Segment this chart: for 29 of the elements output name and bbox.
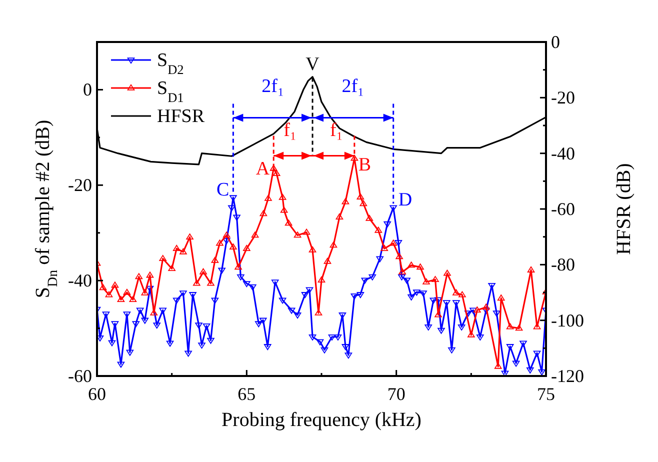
y-tick-label: -20 (68, 175, 92, 196)
annotation: f₁ (330, 120, 343, 141)
x-tick-label: 60 (88, 384, 106, 404)
y-tick-label: 0 (83, 80, 92, 100)
annotation: f₁ (284, 120, 297, 141)
annotation: V (306, 54, 320, 75)
y-tick-label: -40 (68, 270, 92, 291)
annotation: 2f₁ (342, 76, 364, 97)
y2-tick-label: -40 (551, 143, 575, 164)
annotation: D (398, 190, 412, 211)
annotation: C (216, 180, 230, 201)
x-tick-label: 70 (387, 384, 406, 404)
x-tick-label: 65 (238, 384, 256, 404)
x-tick-label: 75 (537, 384, 555, 404)
y2-tick-label: -20 (551, 88, 575, 108)
y2-axis-title: HFSR (dB) (613, 163, 635, 255)
annotation: B (358, 154, 372, 176)
y2-tick-label: -80 (551, 254, 575, 275)
legend-label: S$_{D1}$ (157, 78, 184, 104)
y-tick-label: -60 (68, 366, 92, 386)
legend-label: HFSR (157, 106, 205, 127)
annotation: 2f₁ (262, 76, 284, 97)
y2-tick-label: -100 (551, 310, 584, 330)
annotation: A (256, 158, 270, 180)
y2-tick-label: -60 (551, 199, 575, 219)
x-axis-title: Probing frequency (kHz) (222, 409, 422, 431)
legend-label: S$_{D2}$ (157, 50, 184, 76)
y2-tick-label: -120 (551, 366, 584, 386)
y2-tick-label: 0 (551, 32, 560, 52)
